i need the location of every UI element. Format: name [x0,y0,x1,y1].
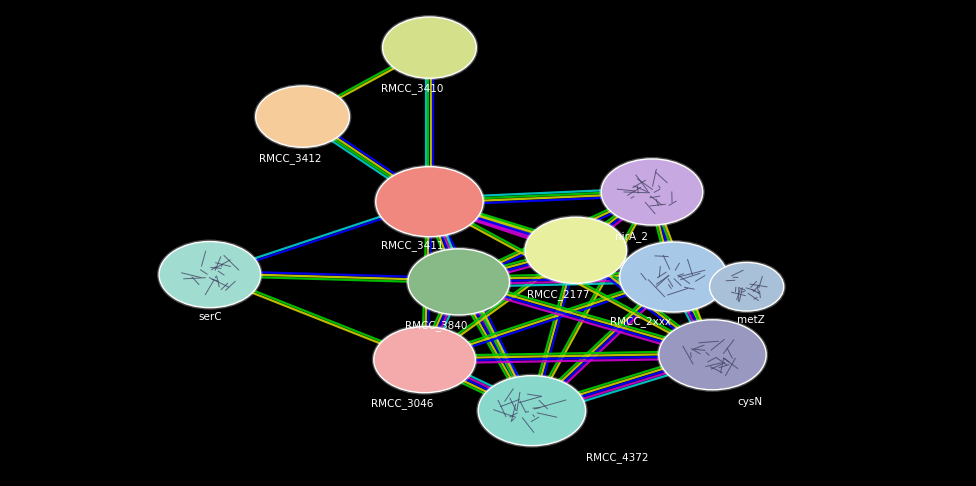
Ellipse shape [476,374,588,448]
Ellipse shape [708,260,786,313]
Ellipse shape [381,15,478,80]
Text: metZ: metZ [737,315,764,325]
Ellipse shape [525,217,627,283]
Ellipse shape [383,17,476,78]
Text: RMCC_4372: RMCC_4372 [586,452,648,463]
Ellipse shape [523,215,629,285]
Ellipse shape [599,157,705,227]
Ellipse shape [657,318,768,392]
Ellipse shape [157,240,263,310]
Text: RMCC_3046: RMCC_3046 [371,399,433,409]
Ellipse shape [710,262,784,311]
Ellipse shape [256,86,349,147]
Text: RMCC_3840: RMCC_3840 [405,320,468,330]
Ellipse shape [406,247,511,317]
Ellipse shape [408,249,509,315]
Ellipse shape [374,165,485,239]
Text: RMCC_3410: RMCC_3410 [381,83,443,93]
Ellipse shape [376,167,483,237]
Ellipse shape [618,240,729,314]
Text: serC: serC [198,312,222,323]
Text: RMCC_3411: RMCC_3411 [381,240,443,250]
Ellipse shape [478,376,586,446]
Ellipse shape [372,325,477,395]
Text: cysN: cysN [737,397,762,407]
Ellipse shape [659,320,766,390]
Ellipse shape [374,327,475,393]
Ellipse shape [601,159,703,225]
Text: RMCC_3412: RMCC_3412 [259,153,321,164]
Ellipse shape [159,242,261,308]
Text: RMCC_2xxx: RMCC_2xxx [610,316,671,327]
Ellipse shape [620,242,727,312]
Text: nirA_2: nirA_2 [615,231,648,242]
Text: RMCC_2177: RMCC_2177 [527,289,590,300]
Ellipse shape [254,84,351,149]
